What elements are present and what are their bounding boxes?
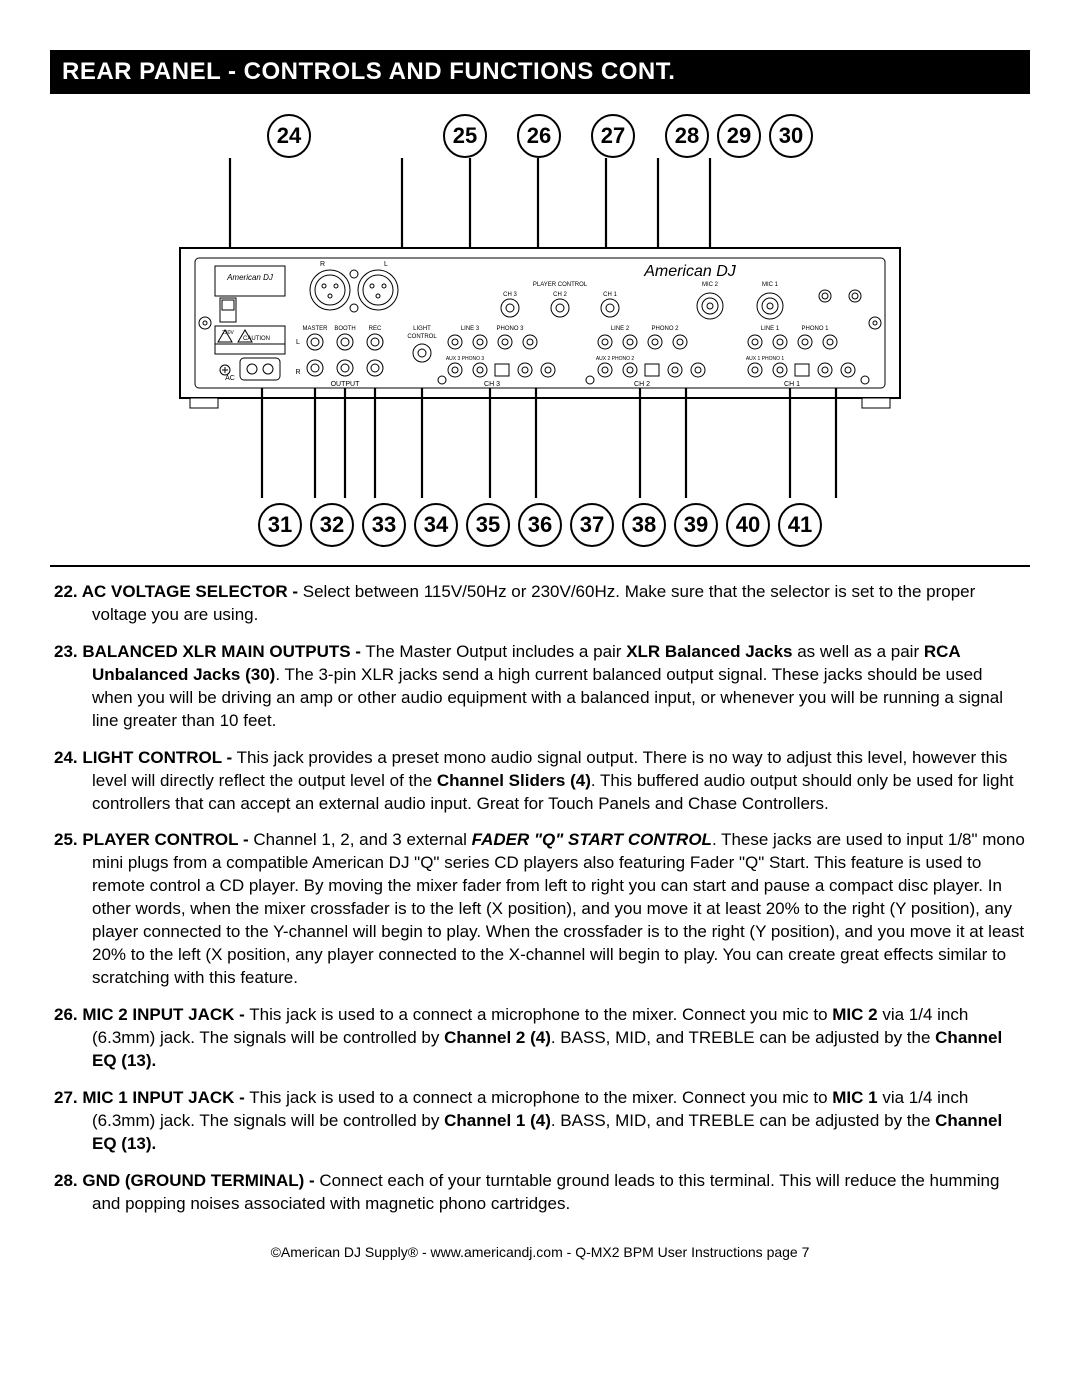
svg-text:LINE 2: LINE 2 [611,326,630,332]
description-item: 28. GND (GROUND TERMINAL) - Connect each… [54,1170,1026,1216]
panel-outline [180,248,900,398]
divider [50,565,1030,567]
svg-text:LINE 1: LINE 1 [761,326,780,332]
callout-39: 39 [674,503,718,547]
svg-text:BOOTH: BOOTH [334,326,355,332]
description-item: 27. MIC 1 INPUT JACK - This jack is used… [54,1087,1026,1156]
callout-26: 26 [517,114,561,158]
description-item: 24. LIGHT CONTROL - This jack provides a… [54,747,1026,816]
svg-text:PHONO 3: PHONO 3 [496,326,524,332]
callout-25: 25 [443,114,487,158]
svg-text:MIC 2: MIC 2 [702,282,719,288]
callout-row-top: 24 25 26 27 28 29 30 [50,114,1030,158]
rear-panel-svg: American DJ CAUTION 230V AC R L MASTER [170,158,910,498]
svg-text:CONTROL: CONTROL [407,334,437,340]
svg-text:CAUTION: CAUTION [243,336,270,342]
svg-text:CH 3: CH 3 [484,381,500,388]
svg-text:American DJ: American DJ [226,273,274,282]
callout-35: 35 [466,503,510,547]
svg-text:AUX 2 PHONO 2: AUX 2 PHONO 2 [596,356,635,362]
callout-24: 24 [267,114,311,158]
svg-text:LIGHT: LIGHT [413,326,431,332]
svg-text:American DJ: American DJ [643,263,737,280]
svg-text:PHONO 2: PHONO 2 [651,326,679,332]
rear-panel-diagram: 24 25 26 27 28 29 30 Ame [50,114,1030,547]
callout-33: 33 [362,503,406,547]
page-footer: ©American DJ Supply® - www.americandj.co… [50,1244,1030,1260]
svg-text:PLAYER CONTROL: PLAYER CONTROL [533,282,588,288]
callout-38: 38 [622,503,666,547]
svg-text:MASTER: MASTER [302,326,328,332]
svg-text:AUX 1 PHONO 1: AUX 1 PHONO 1 [746,356,785,362]
svg-text:CH 1: CH 1 [784,381,800,388]
svg-text:R: R [295,369,300,376]
description-item: 22. AC VOLTAGE SELECTOR - Select between… [54,581,1026,627]
callout-34: 34 [414,503,458,547]
callout-29: 29 [717,114,761,158]
svg-text:REC: REC [369,326,382,332]
callout-31: 31 [258,503,302,547]
svg-text:L: L [384,261,388,268]
description-item: 23. BALANCED XLR MAIN OUTPUTS - The Mast… [54,641,1026,733]
callout-row-bottom: 31 32 33 34 35 36 37 38 39 40 41 [50,503,1030,547]
callout-40: 40 [726,503,770,547]
svg-text:R: R [320,261,325,268]
svg-text:CH 1: CH 1 [603,292,617,298]
svg-text:AC: AC [225,375,235,382]
callout-27: 27 [591,114,635,158]
svg-text:MIC 1: MIC 1 [762,282,779,288]
svg-text:L: L [296,339,300,346]
callout-37: 37 [570,503,614,547]
svg-text:PHONO 1: PHONO 1 [801,326,829,332]
callout-41: 41 [778,503,822,547]
svg-text:OUTPUT: OUTPUT [331,381,361,388]
svg-text:AUX 3 PHONO 3: AUX 3 PHONO 3 [446,356,485,362]
callout-28: 28 [665,114,709,158]
callout-36: 36 [518,503,562,547]
callout-30: 30 [769,114,813,158]
description-item: 25. PLAYER CONTROL - Channel 1, 2, and 3… [54,829,1026,990]
section-header: REAR PANEL - CONTROLS AND FUNCTIONS CONT… [50,50,1030,94]
description-list: 22. AC VOLTAGE SELECTOR - Select between… [50,581,1030,1216]
description-item: 26. MIC 2 INPUT JACK - This jack is used… [54,1004,1026,1073]
svg-text:230V: 230V [222,330,234,336]
svg-text:CH 2: CH 2 [553,292,567,298]
svg-text:CH 2: CH 2 [634,381,650,388]
callout-32: 32 [310,503,354,547]
svg-text:CH 3: CH 3 [503,292,517,298]
svg-text:LINE 3: LINE 3 [461,326,480,332]
